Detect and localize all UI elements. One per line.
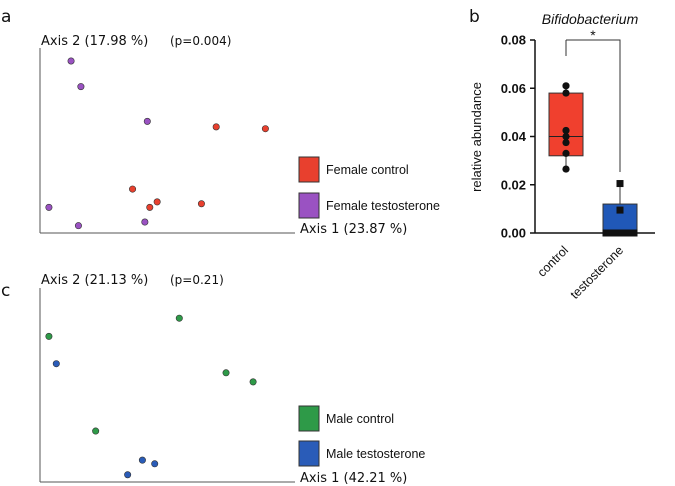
panel-c-y-axis-title: Axis 2 (21.13 %)	[41, 273, 148, 288]
data-point-testosterone-5	[623, 229, 631, 237]
legend-label-male-testosterone: Male testosterone	[326, 447, 425, 461]
data-point-testosterone-4	[616, 229, 624, 237]
scatter-point-a-s1-1	[77, 83, 85, 91]
category-label-testosterone: testosterone	[568, 243, 627, 302]
panel-c-letter: c	[1, 281, 10, 301]
data-point-control-1	[562, 89, 570, 97]
legend-label-male-control: Male control	[326, 412, 394, 426]
scatter-point-a-s0-0	[212, 123, 220, 131]
scatter-point-c-s1-0	[52, 360, 60, 368]
panel-b-letter: b	[469, 7, 480, 27]
scatter-point-c-s0-4	[92, 427, 100, 435]
data-point-control-4	[562, 138, 570, 147]
scatter-point-c-s1-3	[124, 471, 132, 479]
panel-b-boxes	[548, 85, 638, 234]
panel-c: c Axis 2 (21.13 %) (p=0.21) Axis 1 (42.2…	[1, 273, 425, 486]
panel-a-points	[45, 57, 269, 230]
scatter-point-c-s0-3	[249, 378, 257, 386]
scatter-point-a-s0-1	[261, 125, 269, 133]
scatter-point-a-s1-2	[143, 117, 151, 125]
panel-b: b Bifidobacterium relative abundance 0.0…	[469, 7, 655, 302]
panel-c-x-axis-title: Axis 1 (42.21 %)	[300, 471, 407, 486]
y-tick-label-3: 0.06	[501, 81, 526, 96]
scatter-point-c-s0-2	[222, 369, 230, 377]
data-point-testosterone-2	[602, 229, 610, 237]
box-control	[548, 92, 584, 157]
panel-c-p-value: (p=0.21)	[170, 273, 224, 287]
scatter-point-a-s0-3	[153, 198, 161, 206]
scatter-point-a-s0-2	[129, 185, 137, 193]
data-point-testosterone-6	[630, 229, 638, 237]
scatter-point-a-s1-3	[45, 203, 53, 211]
panel-a-y-axis-title: Axis 2 (17.98 %)	[41, 34, 148, 49]
y-tick-label-1: 0.02	[501, 177, 526, 192]
scatter-point-c-s0-0	[175, 314, 183, 322]
data-point-control-5	[562, 149, 570, 157]
scatter-point-c-s0-1	[45, 332, 53, 340]
panel-b-title: Bifidobacterium	[542, 11, 639, 27]
legend-swatch-female-control	[298, 156, 320, 183]
panel-a-letter: a	[1, 7, 11, 27]
data-point-testosterone-3	[609, 229, 617, 237]
category-label-control: control	[535, 243, 571, 279]
panel-b-y-ticks: 0.00 0.02 0.04 0.06 0.08	[501, 33, 535, 241]
legend-label-female-testosterone: Female testosterone	[326, 199, 440, 213]
data-point-testosterone-0	[616, 180, 624, 188]
legend-label-female-control: Female control	[326, 163, 409, 177]
y-tick-label-0: 0.00	[501, 226, 526, 241]
data-point-control-6	[562, 165, 570, 173]
panel-b-points	[562, 82, 638, 237]
panel-c-points	[45, 314, 257, 479]
y-tick-label-2: 0.04	[501, 129, 527, 144]
y-tick-label-4: 0.08	[501, 33, 526, 48]
legend-swatch-male-control	[298, 405, 320, 432]
scatter-point-a-s1-4	[74, 222, 82, 230]
scatter-point-c-s1-1	[138, 456, 146, 464]
data-point-control-0	[562, 82, 570, 90]
panel-a-x-axis-title: Axis 1 (23.87 %)	[300, 222, 407, 237]
panel-c-legend: Male control Male testosterone	[298, 405, 425, 467]
significance-star: *	[590, 27, 596, 43]
data-point-control-3	[562, 132, 570, 141]
scatter-point-c-s1-2	[151, 460, 159, 468]
scatter-point-a-s1-5	[141, 218, 149, 226]
data-point-testosterone-1	[616, 206, 624, 214]
significance-bracket	[566, 39, 621, 172]
legend-swatch-female-testosterone	[298, 192, 320, 219]
panel-a-p-value: (p=0.004)	[170, 34, 231, 48]
panel-a-legend: Female control Female testosterone	[298, 156, 440, 219]
scatter-point-a-s1-0	[67, 57, 75, 65]
legend-swatch-male-testosterone	[298, 440, 320, 467]
panel-b-y-axis-title: relative abundance	[469, 82, 484, 192]
data-point-control-2	[562, 126, 570, 135]
scatter-point-a-s0-5	[197, 200, 205, 208]
panel-a: a Axis 2 (17.98 %) (p=0.004) Axis 1 (23.…	[1, 7, 440, 237]
scatter-point-a-s0-4	[146, 203, 154, 211]
